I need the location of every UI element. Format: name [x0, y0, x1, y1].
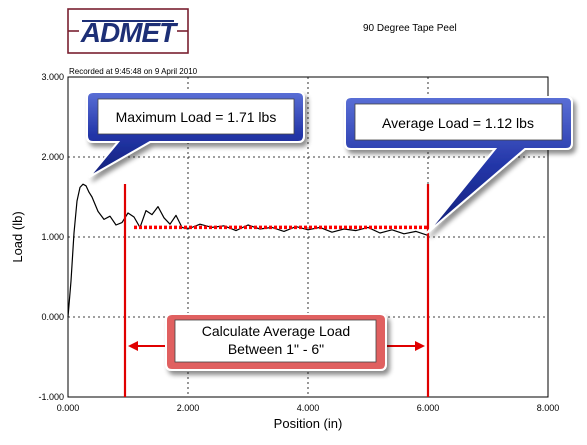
x-tick-label: 8.000 [537, 403, 560, 413]
x-tick-label: 2.000 [177, 403, 200, 413]
marker-lines [123, 184, 430, 397]
x-tick-label: 0.000 [57, 403, 80, 413]
load-curve [67, 183, 429, 318]
max-load-callout: Maximum Load = 1.71 lbs [86, 91, 305, 178]
max-load-label: Maximum Load = 1.71 lbs [116, 109, 277, 125]
range-label-line: Calculate Average Load [202, 323, 350, 339]
range-label-line: Between 1" - 6" [228, 341, 324, 357]
x-tick-label: 4.000 [297, 403, 320, 413]
range-label: Calculate Average Load Between 1" - 6" [202, 323, 350, 357]
y-tick-label: -1.000 [38, 392, 64, 402]
y-tick-label: 1.000 [41, 232, 64, 242]
average-load-callout: Average Load = 1.12 lbs [344, 96, 573, 234]
y-tick-labels: -1.000 0.000 1.000 2.000 3.000 [38, 72, 64, 402]
chart-subtitle: Recorded at 9:45:48 on 9 April 2010 [69, 67, 198, 76]
x-axis-label: Position (in) [274, 416, 343, 431]
chart-title: 90 Degree Tape Peel [363, 23, 457, 34]
logo-text: ADMET [80, 17, 179, 48]
y-tick-label: 3.000 [41, 72, 64, 82]
y-axis-label: Load (lb) [10, 211, 25, 262]
average-load-label: Average Load = 1.12 lbs [382, 115, 534, 131]
y-tick-label: 0.000 [41, 312, 64, 322]
series-layer [67, 183, 429, 318]
x-tick-labels: 0.000 2.000 4.000 6.000 8.000 [57, 403, 560, 413]
admet-logo: ADMET [67, 8, 189, 54]
x-tick-label: 6.000 [417, 403, 440, 413]
y-tick-label: 2.000 [41, 152, 64, 162]
range-callout: Calculate Average Load Between 1" - 6" [165, 313, 387, 371]
